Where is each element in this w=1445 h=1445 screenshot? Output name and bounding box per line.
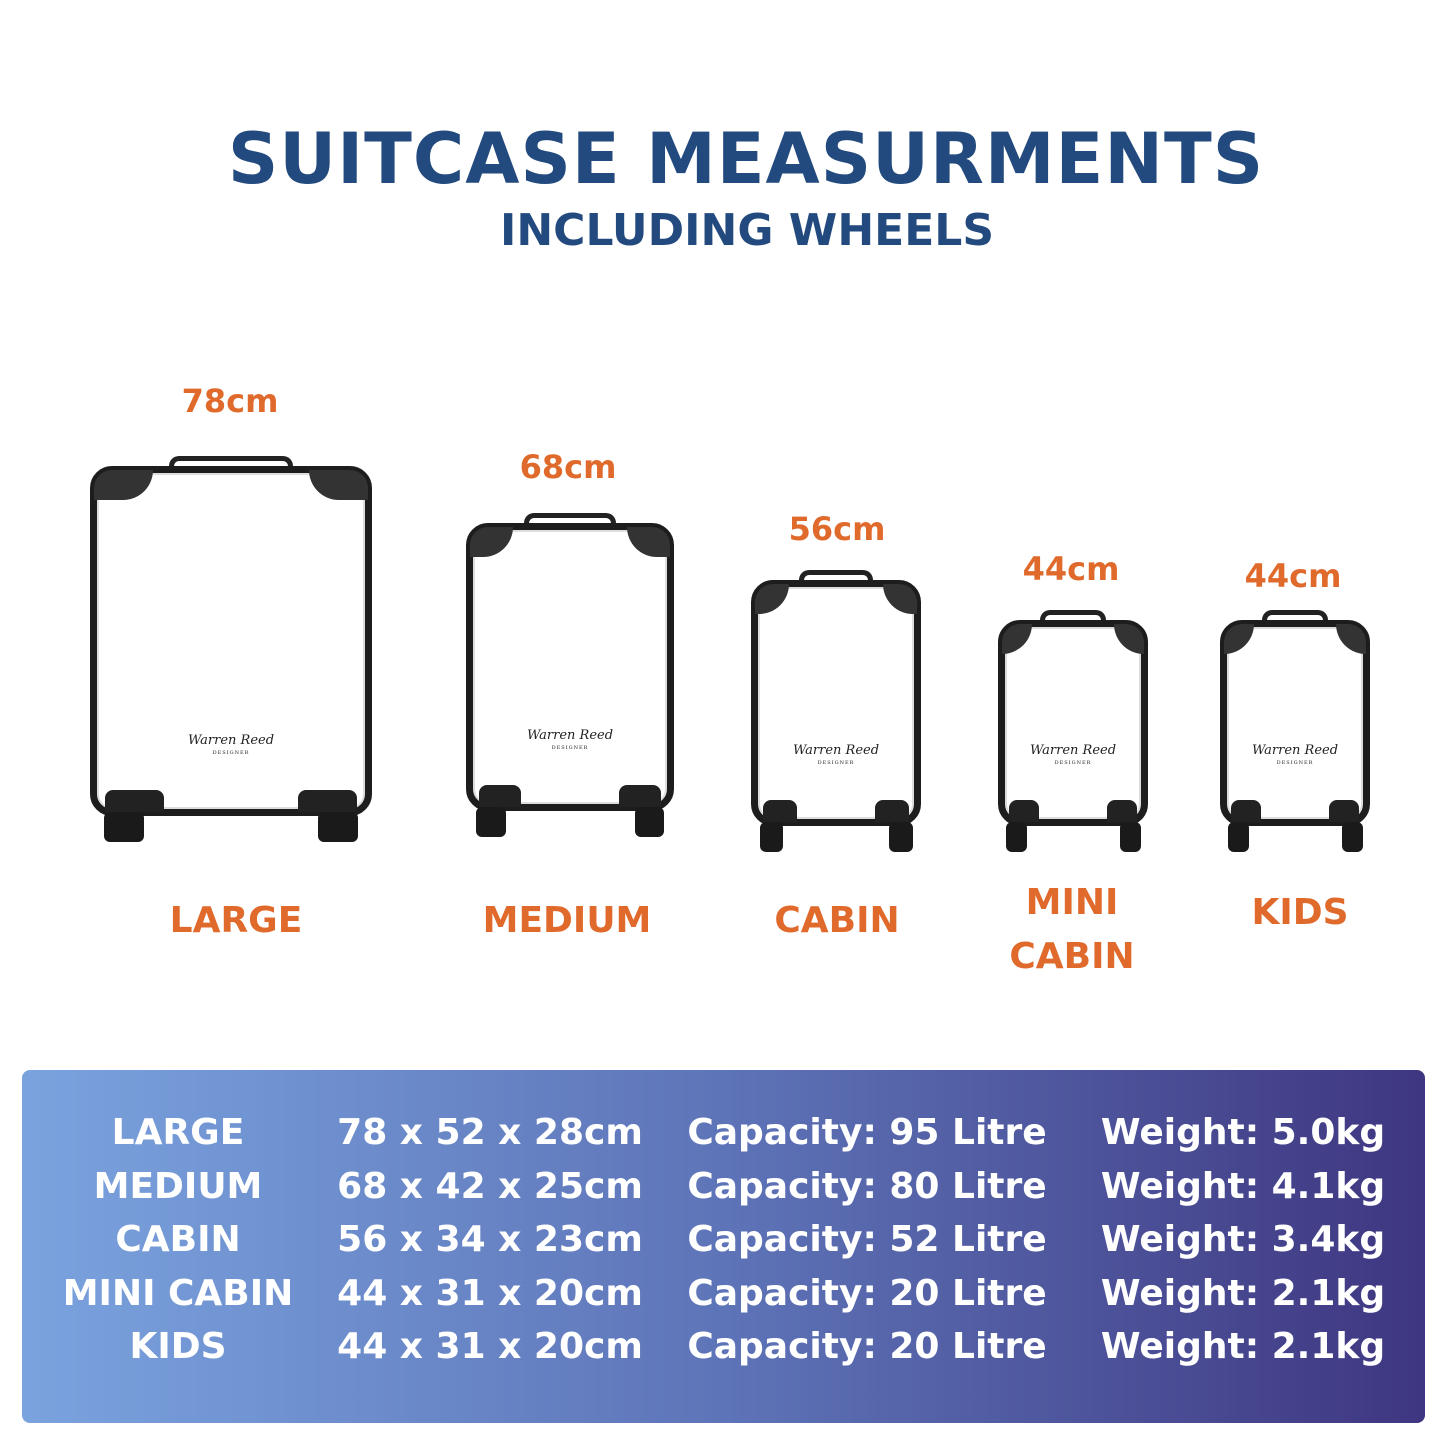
table-row: LARGE 78 x 52 x 28cm Capacity: 95 Litre …	[22, 1112, 1425, 1166]
size-name-cabin: CABIN	[774, 900, 900, 941]
suitcase-large-image: Warren Reed DESIGNER	[90, 456, 372, 842]
suitcase-kids-image: Warren Reed DESIGNER	[1220, 610, 1370, 852]
weight-cell: Weight: 2.1kg	[1100, 1273, 1386, 1314]
table-row: MINI CABIN 44 x 31 x 20cm Capacity: 20 L…	[22, 1273, 1425, 1327]
dimensions-cell: 68 x 42 x 25cm	[337, 1166, 643, 1207]
brand-logo: Warren Reed DESIGNER	[187, 733, 275, 756]
weight-cell: Weight: 3.4kg	[1100, 1219, 1386, 1260]
handle	[168, 456, 294, 473]
handle	[1262, 610, 1328, 627]
page-subtitle: INCLUDING WHEELS	[499, 205, 995, 256]
brand-logo: Warren Reed DESIGNER	[792, 743, 880, 766]
height-label-cabin: 56cm	[788, 510, 886, 548]
capacity-cell: Capacity: 20 Litre	[687, 1326, 1047, 1367]
suitcase-mini-cabin-image: Warren Reed DESIGNER	[998, 610, 1148, 852]
dimensions-cell: 44 x 31 x 20cm	[337, 1273, 643, 1314]
table-row: CABIN 56 x 34 x 23cm Capacity: 52 Litre …	[22, 1219, 1425, 1273]
dimensions-cell: 56 x 34 x 23cm	[337, 1219, 643, 1260]
suitcase-medium-image: Warren Reed DESIGNER	[466, 513, 674, 837]
handle	[524, 513, 616, 530]
table-row: MEDIUM 68 x 42 x 25cm Capacity: 80 Litre…	[22, 1166, 1425, 1220]
brand-logo: Warren Reed DESIGNER	[526, 728, 614, 751]
dimensions-cell: 78 x 52 x 28cm	[337, 1112, 643, 1153]
handle	[1040, 610, 1106, 627]
capacity-cell: Capacity: 20 Litre	[687, 1273, 1047, 1314]
height-label-medium: 68cm	[519, 448, 617, 486]
size-cell: MEDIUM	[93, 1166, 263, 1207]
weight-cell: Weight: 5.0kg	[1100, 1112, 1386, 1153]
weight-cell: Weight: 4.1kg	[1100, 1166, 1386, 1207]
table-row: KIDS 44 x 31 x 20cm Capacity: 20 Litre W…	[22, 1326, 1425, 1380]
height-label-kids: 44cm	[1244, 557, 1342, 595]
page-title: SUITCASE MEASURMENTS	[227, 118, 1265, 200]
size-name-line: MINI	[1025, 882, 1119, 923]
capacity-cell: Capacity: 95 Litre	[687, 1112, 1047, 1153]
dimensions-cell: 44 x 31 x 20cm	[337, 1326, 643, 1367]
capacity-cell: Capacity: 52 Litre	[687, 1219, 1047, 1260]
size-name-medium: MEDIUM	[482, 900, 652, 941]
suitcase-cabin-image: Warren Reed DESIGNER	[751, 570, 921, 852]
size-name-kids: KIDS	[1251, 892, 1349, 933]
brand-logo: Warren Reed DESIGNER	[1251, 743, 1339, 766]
size-name-mini-cabin: MINI CABIN	[1009, 876, 1134, 984]
size-name-large: LARGE	[169, 900, 303, 941]
size-cell: KIDS	[129, 1326, 227, 1367]
size-cell: CABIN	[115, 1219, 241, 1260]
size-cell: LARGE	[111, 1112, 245, 1153]
height-label-large: 78cm	[181, 382, 279, 420]
size-name-line: CABIN	[1009, 936, 1135, 977]
size-cell: MINI CABIN	[62, 1273, 294, 1314]
handle	[798, 570, 874, 587]
specs-table: LARGE 78 x 52 x 28cm Capacity: 95 Litre …	[22, 1070, 1425, 1423]
brand-logo: Warren Reed DESIGNER	[1029, 743, 1117, 766]
weight-cell: Weight: 2.1kg	[1100, 1326, 1386, 1367]
height-label-mini-cabin: 44cm	[1022, 550, 1120, 588]
capacity-cell: Capacity: 80 Litre	[687, 1166, 1047, 1207]
